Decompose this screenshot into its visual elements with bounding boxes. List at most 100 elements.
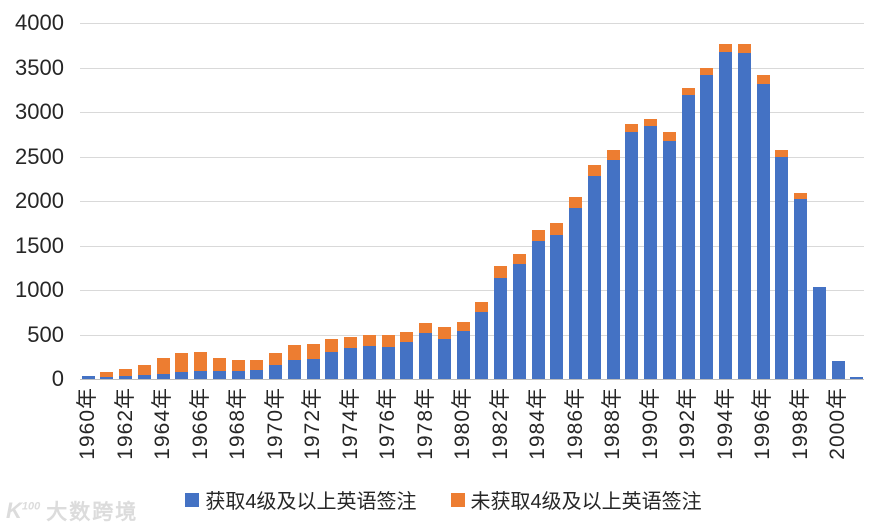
- bar-1969-blue: [250, 370, 264, 379]
- x-axis-tick-label-1992年: 1992年: [676, 387, 699, 460]
- bar-1991-blue: [662, 141, 676, 379]
- bar-1965-orange: [175, 353, 189, 372]
- x-axis-tick-label-1966年: 1966年: [188, 387, 212, 460]
- bar-1976-orange: [381, 335, 395, 347]
- x-axis-tick-label-1962年: 1962年: [113, 387, 137, 460]
- bar-1996-blue: [756, 84, 770, 379]
- y-axis-tick-label-2000: 2000: [15, 188, 64, 213]
- bar-1972-orange: [306, 344, 320, 359]
- y-axis-tick-label-1500: 1500: [15, 232, 64, 258]
- watermark: K100 大数跨境: [6, 496, 138, 526]
- gridline-500: [80, 334, 864, 336]
- bar-1999-blue: [812, 287, 826, 379]
- legend-item-primary: 获取4级及以上英语签注: [185, 485, 417, 514]
- bar-1960-blue: [81, 376, 95, 379]
- gridline-2000: [80, 201, 864, 202]
- x-axis-tick-label-1960年: 1960年: [76, 387, 99, 460]
- bar-1986-orange: [569, 196, 582, 209]
- bar-1965-blue: [175, 371, 189, 379]
- bar-1984-blue: [531, 241, 545, 379]
- bar-1997-orange: [775, 149, 789, 157]
- bar-1995-orange: [737, 44, 751, 54]
- bar-1996-orange: [756, 74, 770, 85]
- bar-1989-blue: [625, 132, 639, 379]
- bar-1962-orange: [119, 369, 132, 376]
- x-axis-tick-label-2000年: 2000年: [826, 387, 849, 460]
- bar-1963-orange: [137, 365, 151, 376]
- plot-area: [80, 23, 864, 380]
- bar-1975-orange: [362, 334, 376, 346]
- legend-swatch-orange: [450, 492, 465, 507]
- gridline-1500: [80, 245, 864, 247]
- bar-1964-orange: [156, 357, 170, 375]
- bar-1980-blue: [456, 330, 470, 379]
- bar-1983-orange: [512, 253, 526, 265]
- bar-1993-orange: [700, 67, 714, 75]
- gridline-4000: [80, 23, 864, 24]
- bar-1981-orange: [475, 302, 489, 313]
- bar-1968-orange: [231, 359, 245, 371]
- bar-1976-blue: [381, 346, 395, 379]
- gridline-1000: [80, 290, 864, 291]
- bar-2001-blue: [850, 376, 864, 379]
- bar-1979-blue: [437, 338, 451, 379]
- x-axis-tick-label-1974年: 1974年: [338, 387, 362, 460]
- bar-1989-orange: [625, 124, 639, 133]
- bar-1980-orange: [456, 322, 470, 331]
- x-axis-tick-label-1994年: 1994年: [713, 387, 737, 460]
- bar-1990-blue: [644, 126, 657, 379]
- bar-1978-orange: [419, 322, 432, 333]
- bar-1981-blue: [475, 312, 489, 379]
- gridline-3500: [80, 67, 864, 69]
- bar-1977-orange: [400, 331, 414, 342]
- bar-1966-blue: [194, 370, 207, 379]
- bar-1971-orange: [287, 345, 301, 361]
- bar-1982-blue: [494, 277, 507, 379]
- bar-1992-orange: [681, 87, 695, 96]
- bar-1961-blue: [100, 376, 114, 379]
- bar-1998-blue: [794, 198, 807, 379]
- bar-1987-blue: [587, 176, 601, 379]
- bar-1975-blue: [362, 345, 376, 379]
- bar-1974-orange: [344, 336, 357, 348]
- y-axis-tick-label-0: 0: [51, 366, 64, 391]
- bar-1966-orange: [194, 351, 207, 371]
- x-axis-tick-label-1968年: 1968年: [226, 387, 249, 460]
- bar-1973-blue: [325, 351, 339, 379]
- bar-1961-orange: [100, 372, 114, 377]
- bar-1986-blue: [569, 208, 582, 379]
- bar-1988-blue: [606, 160, 620, 379]
- bar-1988-orange: [606, 150, 620, 161]
- bar-1979-orange: [437, 327, 451, 339]
- watermark-logo: K100: [6, 498, 41, 523]
- x-axis-tick-label-1998年: 1998年: [788, 387, 812, 460]
- gridline-2500: [80, 156, 864, 158]
- bar-1983-blue: [512, 264, 526, 379]
- bar-1970-orange: [269, 353, 282, 366]
- x-axis-tick-label-1976年: 1976年: [376, 387, 399, 460]
- x-axis-tick-label-1970年: 1970年: [263, 387, 287, 460]
- bar-1985-blue: [550, 234, 564, 379]
- bar-1998-orange: [794, 192, 807, 199]
- x-axis-tick-label-1990年: 1990年: [638, 387, 662, 460]
- x-axis-tick-label-1982年: 1982年: [488, 387, 512, 460]
- bar-1972-blue: [306, 358, 320, 379]
- x-axis-tick-label-1984年: 1984年: [526, 387, 549, 460]
- gridline-3000: [80, 112, 864, 113]
- bar-2000-blue: [831, 360, 845, 379]
- bar-1967-blue: [212, 371, 226, 379]
- legend-item-secondary: 未获取4级及以上英语签注: [450, 485, 702, 514]
- watermark-text: 大数跨境: [46, 501, 139, 524]
- y-axis-tick-label-2500: 2500: [15, 143, 64, 169]
- y-axis-tick-label-4000: 4000: [15, 10, 64, 35]
- bar-1985-orange: [550, 223, 564, 235]
- x-axis-tick-label-1964年: 1964年: [151, 387, 174, 460]
- bar-1995-blue: [737, 53, 751, 379]
- bar-1994-orange: [719, 44, 732, 53]
- legend-label-secondary: 未获取4级及以上英语签注: [470, 491, 702, 513]
- bar-1992-blue: [681, 95, 695, 379]
- bar-1977-blue: [400, 341, 414, 379]
- x-axis-tick-label-1978年: 1978年: [413, 387, 437, 460]
- bar-1974-blue: [344, 347, 357, 379]
- bar-1987-orange: [587, 165, 601, 177]
